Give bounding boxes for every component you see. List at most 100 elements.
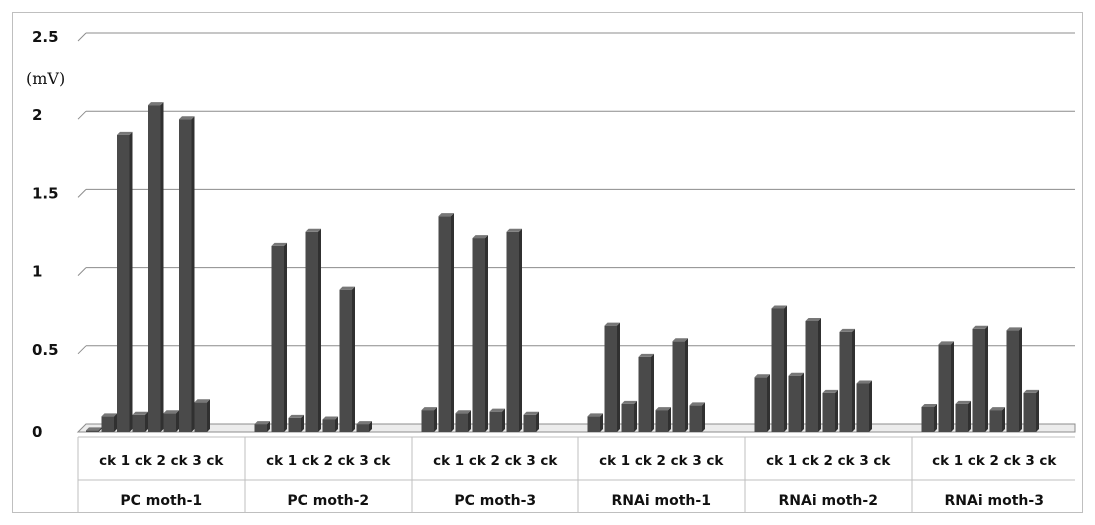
gridline-depth <box>77 345 87 355</box>
category-tick-label: ck <box>869 453 892 469</box>
bar <box>101 413 117 432</box>
bar-side <box>468 410 471 432</box>
bar-side <box>651 353 654 432</box>
bar-front <box>288 417 301 432</box>
bar <box>271 242 287 432</box>
bar-front <box>489 411 502 432</box>
bar <box>254 421 270 432</box>
bar-side <box>284 242 287 432</box>
bar <box>506 228 522 432</box>
category-tick-label: ck <box>599 453 617 469</box>
bar <box>655 407 671 432</box>
category-label-row: ck 1 ck 2 ck 3 ck <box>266 453 391 469</box>
bar-front <box>101 416 114 432</box>
bar <box>339 286 355 432</box>
bar-side <box>634 400 637 432</box>
group-label: PC moth-2 <box>287 493 369 509</box>
bar-top <box>955 400 971 404</box>
bar-top <box>506 228 522 232</box>
bar-top <box>489 408 505 412</box>
bar-side <box>1036 389 1039 432</box>
bar-side <box>519 228 522 432</box>
category-tick-label: ck <box>1035 453 1058 469</box>
bar-side <box>1019 327 1022 432</box>
category-tick-label: ck <box>433 453 451 469</box>
bar-front <box>938 344 951 432</box>
category-table: ck 1 ck 2 ck 3 ck PC moth-1 ck 1 ck 2 ck 3… <box>77 436 1075 512</box>
bar <box>788 372 804 432</box>
bar-top <box>339 286 355 290</box>
bar-front <box>254 424 267 432</box>
category-tick-label: ck <box>369 453 392 469</box>
bar-top <box>972 325 988 329</box>
bar-top <box>938 341 954 345</box>
y-axis-unit-label: (mV) <box>26 69 65 88</box>
bar-front <box>1006 330 1019 432</box>
category-tick-label: 1 <box>450 453 464 469</box>
bar-top <box>472 235 488 239</box>
bar-side <box>502 408 505 432</box>
bar-side <box>536 411 539 432</box>
bar-side <box>145 411 148 432</box>
bar <box>117 131 133 432</box>
bar-top <box>148 102 164 106</box>
bar-front <box>305 231 318 432</box>
bar-top <box>163 410 179 414</box>
bar <box>489 408 505 432</box>
bar <box>523 411 539 432</box>
bar <box>972 325 988 432</box>
category-tick-label: 1 <box>116 453 130 469</box>
bar-top <box>86 427 102 431</box>
gridlines <box>77 32 1075 355</box>
bar <box>621 400 637 432</box>
category-tick-label: 1 <box>783 453 797 469</box>
category-tick-label: ck <box>464 453 487 469</box>
category-tick-label: 1 <box>616 453 630 469</box>
bar-side <box>98 427 102 432</box>
bar-front <box>587 416 600 432</box>
bar <box>322 416 338 432</box>
bar <box>438 213 454 432</box>
bar-side <box>835 389 838 432</box>
bar-front <box>754 377 767 432</box>
bar-side <box>767 374 770 432</box>
bar-top <box>179 116 195 120</box>
bar <box>839 328 855 432</box>
bar <box>672 338 688 432</box>
bar-front <box>194 402 207 432</box>
category-tick-label: 3 <box>522 453 536 469</box>
bar-side <box>451 213 454 432</box>
bar-side <box>600 413 603 432</box>
bar-side <box>129 131 133 432</box>
bar <box>1023 389 1039 432</box>
bar-top <box>672 338 688 342</box>
category-tick-label: 2 <box>819 453 833 469</box>
category-tick-label: ck <box>630 453 653 469</box>
bar-top <box>689 402 705 406</box>
bar-front <box>271 245 284 432</box>
category-tick-label: 3 <box>855 453 869 469</box>
category-tick-label: ck <box>202 453 225 469</box>
category-tick-label: ck <box>333 453 356 469</box>
category-label-row: ck 1 ck 2 ck 3 ck <box>599 453 724 469</box>
bar-front <box>322 419 335 432</box>
bar-top <box>805 317 821 321</box>
bar-front <box>822 392 835 432</box>
bar-front <box>856 383 869 432</box>
bar <box>163 410 179 432</box>
bar-front <box>523 414 536 432</box>
bar-front <box>921 406 934 432</box>
bar-front <box>148 105 161 433</box>
bar-side <box>784 305 787 432</box>
bar-top <box>587 413 603 417</box>
bar-side <box>207 399 210 432</box>
bar-side <box>318 228 321 432</box>
bar-side <box>191 116 195 432</box>
bar-front <box>655 410 668 432</box>
category-tick-label: ck <box>999 453 1022 469</box>
bar-top <box>822 389 838 393</box>
category-tick-label: ck <box>963 453 986 469</box>
bar-top <box>305 228 321 232</box>
bar-side <box>1002 407 1005 432</box>
bar <box>805 317 821 432</box>
